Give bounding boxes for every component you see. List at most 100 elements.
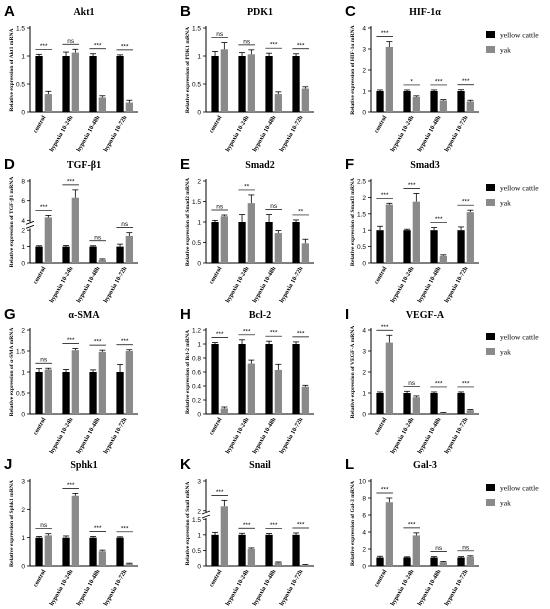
x-tick-label: hypoxia 10-72h (278, 568, 305, 607)
significance-label: *** (121, 43, 129, 50)
bar-yellow-cattle (430, 91, 438, 112)
axis-break-gap (202, 512, 210, 518)
bar-yellow-cattle (62, 56, 70, 112)
legend-swatch (486, 184, 495, 191)
significance-label: *** (381, 487, 389, 494)
significance-label: ns (462, 544, 470, 551)
chart-title: PDK1 (247, 7, 273, 18)
bar-yak (125, 235, 133, 263)
y-tick-label: 0.5 (16, 391, 25, 398)
y-tick-label: 1 (362, 228, 366, 235)
bar-yak (274, 369, 282, 414)
bar-yak (385, 46, 393, 112)
bar-yellow-cattle (403, 230, 411, 263)
y-axis-label: Relative expression of Gal-3 mRNA (350, 481, 356, 566)
y-tick-label: 1 (21, 370, 25, 377)
axis-break-gap (26, 222, 34, 229)
significance-label: *** (270, 330, 278, 337)
x-tick-label: hypoxia 10-24h (389, 114, 416, 153)
x-tick-label: hypoxia 10-72h (278, 114, 305, 153)
x-tick-label: control (208, 416, 224, 436)
bar-yellow-cattle (116, 246, 124, 263)
bar-yellow-cattle (376, 393, 384, 414)
y-tick-label: 4 (21, 218, 25, 225)
significance-label: *** (462, 78, 470, 85)
y-tick-label: 3 (362, 349, 366, 356)
significance-label: *** (67, 482, 75, 489)
significance-label: ns (121, 221, 129, 228)
y-axis-label: Relative expression of TGF-β1 mRNA (9, 177, 15, 268)
bar-yellow-cattle (430, 557, 438, 566)
bar-yellow-cattle (238, 56, 246, 112)
x-tick-label: hypoxia 10-48h (251, 114, 278, 153)
panel-letter: C (345, 3, 356, 20)
legend-label: yellow cattle (500, 484, 539, 493)
bar-yak (412, 96, 420, 112)
y-tick-label: 3 (197, 479, 201, 486)
significance-label: ** (244, 183, 250, 190)
bar-yak (247, 54, 255, 112)
y-tick-label: 4 (362, 26, 366, 33)
y-tick-label: 0 (21, 261, 25, 268)
bar-yak (412, 535, 420, 566)
bar-yak (439, 412, 447, 414)
bar-yak (71, 350, 79, 414)
x-tick-label: hypoxia 10-48h (251, 416, 278, 455)
bar-yellow-cattle (62, 537, 70, 566)
x-tick-label: hypoxia 10-48h (416, 416, 443, 455)
x-tick-label: hypoxia 10-24h (48, 568, 75, 607)
chart-panel-k: K Snail 0 0.5 1 1.5 2 3 Relative expression of S… (180, 456, 314, 607)
bar-yellow-cattle (211, 222, 219, 263)
y-axis-label: Relative expression of VEGF-A mRNA (350, 326, 356, 419)
x-tick-label: control (373, 416, 389, 436)
legend: yellow cattle yak (486, 31, 539, 55)
y-tick-label: 0 (197, 412, 201, 419)
bar-yellow-cattle (457, 393, 465, 414)
panel-letter: E (180, 156, 190, 173)
chart-title: HIF-1α (409, 7, 441, 18)
bar-yak (466, 410, 474, 414)
x-tick-label: hypoxia 10-24h (224, 114, 251, 153)
legend-label: yellow cattle (500, 184, 539, 193)
legend: yellow cattle yak (486, 333, 539, 357)
panel-letter: I (345, 306, 349, 323)
y-tick-label: 2 (21, 507, 25, 514)
x-tick-label: hypoxia 10-72h (443, 265, 470, 304)
y-tick-label: 2 (362, 68, 366, 75)
chart-title: Akt1 (73, 7, 94, 18)
y-tick-label: 4 (362, 530, 366, 537)
y-tick-label: 0.5 (16, 82, 25, 89)
significance-label: *** (94, 42, 102, 49)
chart-title: Smad2 (245, 160, 274, 171)
significance-label: *** (216, 489, 224, 496)
panel-letter: J (4, 456, 12, 473)
x-tick-label: hypoxia 10-24h (48, 416, 75, 455)
bar-yellow-cattle (430, 230, 438, 263)
y-tick-label: 0.5 (192, 82, 201, 89)
bar-yak (301, 88, 309, 112)
y-tick-label: 2.5 (357, 179, 366, 186)
chart-title: Bcl-2 (249, 310, 271, 321)
chart-panel-c: C HIF-1α 0 1 2 3 4 Relative expression of HIF-1… (345, 3, 479, 153)
y-tick-label: 0 (21, 412, 25, 419)
x-tick-label: hypoxia 10-24h (48, 265, 75, 304)
bar-yak (220, 216, 228, 263)
significance-label: *** (121, 525, 129, 532)
x-tick-label: hypoxia 10-24h (389, 265, 416, 304)
x-tick-label: hypoxia 10-48h (251, 568, 278, 607)
bar-yellow-cattle (430, 393, 438, 414)
panel-letter: A (4, 3, 15, 20)
legend-label: yellow cattle (500, 333, 539, 342)
significance-label: ** (298, 208, 304, 215)
legend-swatch (486, 31, 495, 38)
bar-yak (44, 535, 52, 566)
y-axis-label: Relative expression of Sphk1 mRNA (9, 480, 15, 567)
chart-title: Sphk1 (70, 460, 97, 471)
chart-title: VEGF-A (406, 310, 445, 321)
bar-yellow-cattle (376, 91, 384, 112)
bar-yak (274, 562, 282, 566)
bar-yak (98, 351, 106, 414)
y-tick-label: 1.5 (192, 517, 201, 524)
